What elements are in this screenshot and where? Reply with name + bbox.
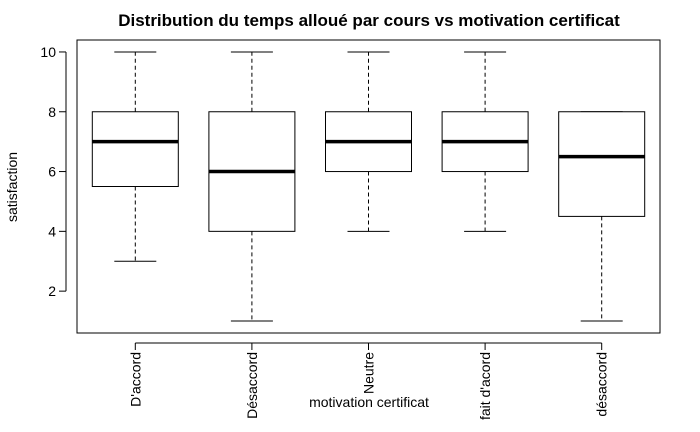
box-group [91, 51, 179, 262]
x-axis: D'accord Désaccord Neutre fait d'acord désac… [127, 342, 610, 420]
y-tick-label: 2 [48, 283, 56, 299]
box-group [558, 111, 646, 322]
x-tick-label: Neutre [361, 352, 377, 394]
x-tick-label: Désaccord [244, 352, 260, 419]
y-tick-label: 4 [48, 223, 56, 239]
box-group [325, 51, 412, 232]
box-group [441, 51, 529, 232]
y-axis: 2 4 6 8 10 [40, 44, 67, 299]
boxes [91, 51, 646, 322]
y-tick-label: 8 [48, 104, 56, 120]
box-group [208, 51, 296, 322]
iqr-box [91, 111, 179, 187]
y-tick-label: 6 [48, 164, 56, 180]
x-axis-label: motivation certificat [309, 394, 429, 410]
iqr-box [558, 111, 646, 217]
x-tick-label: D'accord [127, 352, 143, 407]
y-axis-label: satisfaction [4, 152, 20, 222]
x-tick-label: désaccord [594, 352, 610, 417]
y-tick-label: 10 [40, 44, 56, 60]
chart-title: Distribution du temps alloué par cours v… [118, 11, 620, 30]
plot-frame [76, 39, 661, 334]
x-tick-label: fait d'acord [477, 352, 493, 420]
